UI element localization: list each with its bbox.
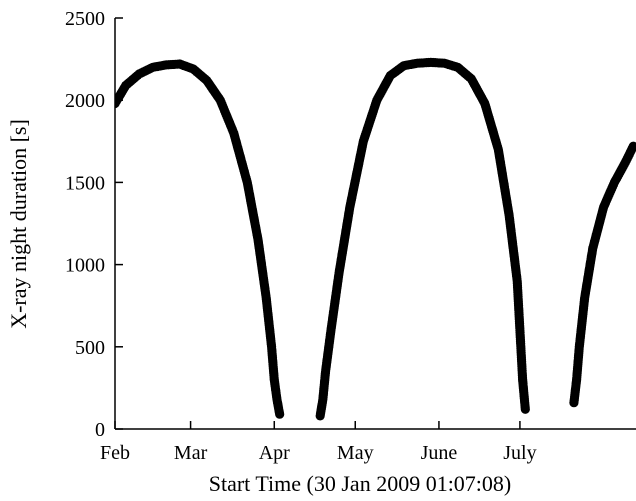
x-tick-label: Mar [174,442,208,464]
y-tick-label: 1500 [65,172,105,194]
y-tick-label: 500 [75,337,105,359]
series-1 [115,59,285,419]
tick-labels: 0 500 1000 1500 2000 2500 Feb Mar Apr May June July [65,8,537,464]
x-axis-title: Start Time (30 Jan 2009 01:07:08) [209,471,512,496]
data-point [628,141,636,151]
y-tick-label: 2500 [65,8,105,30]
x-tick-label: July [503,442,536,464]
data-point [275,409,285,419]
data-points [115,57,636,421]
y-tick-label: 2000 [65,90,105,112]
series-3 [569,141,636,408]
x-tick-label: Feb [100,442,130,464]
x-tick-label: June [421,442,458,464]
y-tick-label: 0 [95,419,105,441]
y-axis-title: X-ray night duration [s] [6,119,31,329]
x-tick-label: Apr [259,442,290,464]
axes [114,17,636,430]
data-point [520,404,530,414]
x-tick-label: May [337,442,374,464]
series-2 [315,57,530,421]
y-tick-label: 1000 [65,255,105,277]
